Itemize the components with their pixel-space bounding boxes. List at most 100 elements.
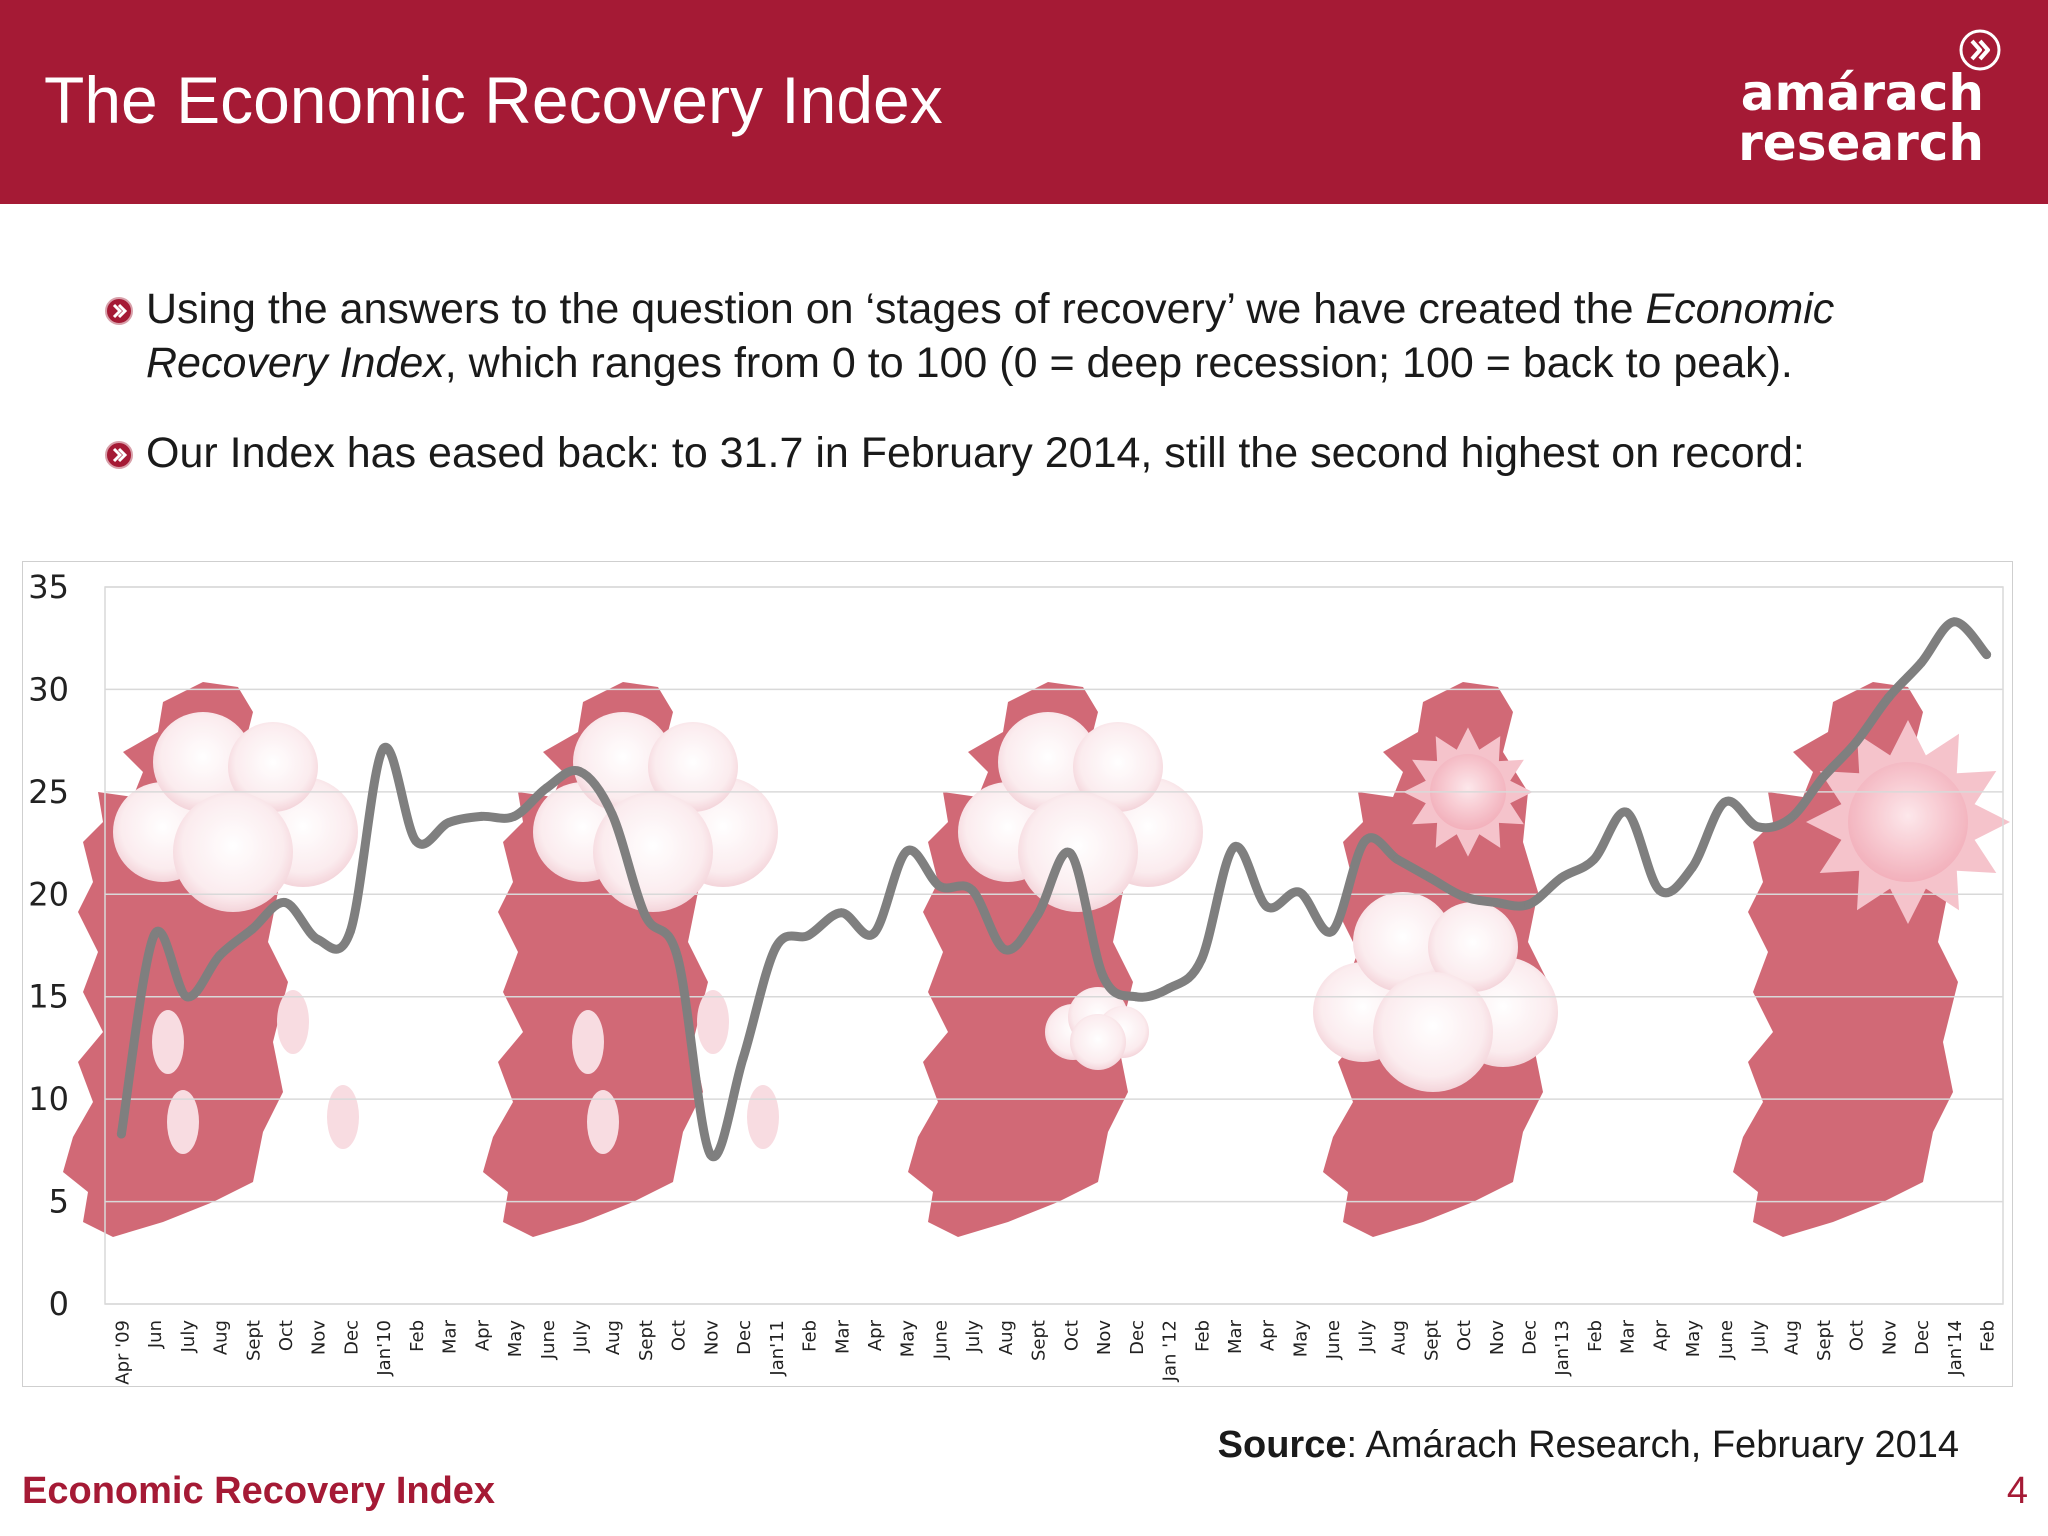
x-tick-label: Oct — [1061, 1320, 1082, 1351]
chart-gridlines — [104, 586, 2004, 1305]
data-point — [1229, 842, 1239, 852]
source-note: Source: Amárach Research, February 2014 — [1218, 1424, 1959, 1467]
x-tick-label: Oct — [1454, 1320, 1475, 1351]
data-point — [1098, 971, 1108, 981]
x-tick-label: July — [963, 1320, 984, 1354]
x-tick-label: May — [1290, 1320, 1311, 1358]
series-group — [116, 617, 1992, 1162]
data-point — [1262, 902, 1272, 912]
cloud-icon — [113, 712, 358, 912]
chart-area: 0 5 10 15 20 25 30 35 Apr '09 Jun July Aug Sept Oct N… — [22, 561, 2013, 1387]
x-tick-label: Oct — [276, 1320, 297, 1351]
bullet-point-index-definition: Using the answers to the question on ‘st… — [104, 282, 2004, 392]
data-point — [935, 881, 944, 891]
bullet-text-part: Our Index has eased back: to 31.7 in Feb… — [146, 429, 1805, 477]
x-tick-label: July — [1749, 1320, 1770, 1354]
x-tick-label: Sept — [1029, 1320, 1050, 1361]
x-tick-label: May — [505, 1320, 526, 1358]
x-tick-label: Jan'10 — [374, 1320, 395, 1377]
data-point — [1065, 848, 1075, 858]
series-line — [116, 617, 1992, 1162]
chevron-bullet-icon — [105, 297, 133, 325]
y-tick-label: 5 — [49, 1183, 69, 1221]
source-text: : Amárach Research, February 2014 — [1346, 1424, 1959, 1466]
data-point — [1294, 887, 1304, 897]
x-tick-label: Apr '09 — [112, 1320, 133, 1385]
data-point — [1393, 855, 1403, 864]
x-tick-label: Jan'13 — [1552, 1320, 1573, 1377]
cloud-icon — [1313, 892, 1558, 1092]
data-point — [967, 885, 977, 895]
data-point — [1360, 836, 1370, 846]
ireland-rain-cloud-icon — [63, 682, 359, 1237]
data-point — [1654, 885, 1664, 895]
x-tick-label: Feb — [1585, 1320, 1606, 1352]
data-point — [836, 908, 846, 918]
x-tick-label: Sept — [1814, 1320, 1835, 1361]
data-point — [1818, 773, 1828, 782]
data-point — [1622, 807, 1632, 817]
bullet-text: Our Index has eased back: to 31.7 in Feb… — [146, 426, 1996, 480]
x-tick-label: Dec — [1127, 1320, 1148, 1355]
x-tick-label: Sept — [636, 1320, 657, 1361]
bullet-text-part: Using the answers to the question on ‘st… — [146, 285, 1646, 333]
data-point — [215, 951, 224, 961]
x-tick-label: Mar — [1618, 1319, 1639, 1354]
x-tick-label: July — [571, 1320, 592, 1354]
bullet-text-part: , which ranges from 0 to 100 (0 = deep r… — [444, 339, 1793, 387]
x-tick-label: Apr — [1650, 1319, 1671, 1351]
x-tick-label: June — [1716, 1320, 1737, 1360]
y-tick-label: 10 — [28, 1080, 69, 1118]
x-tick-label: June — [930, 1320, 951, 1360]
x-tick-label: Oct — [669, 1320, 690, 1351]
data-point — [1164, 984, 1173, 993]
data-point — [1982, 650, 1992, 660]
data-point — [444, 818, 454, 828]
y-tick-label: 20 — [28, 875, 69, 913]
data-point — [1196, 955, 1206, 965]
x-tick-label: Dec — [1912, 1320, 1933, 1355]
y-tick-label: 15 — [28, 978, 69, 1016]
data-point — [1131, 992, 1141, 1002]
x-tick-label: Mar — [440, 1319, 461, 1354]
weather-map-background — [63, 682, 2010, 1237]
data-point — [1033, 910, 1043, 920]
data-point — [902, 846, 912, 856]
ireland-rain-cloud-icon — [483, 682, 779, 1237]
x-tick-label: Jan '12 — [1160, 1320, 1181, 1382]
ireland-sun-icon — [1733, 682, 2010, 1237]
x-tick-label: Jan'14 — [1945, 1320, 1966, 1377]
data-point — [247, 924, 257, 934]
x-tick-label: Dec — [341, 1320, 362, 1355]
x-tick-label: Feb — [407, 1320, 428, 1352]
x-tick-label: Nov — [1094, 1320, 1115, 1355]
bullet-text: Using the answers to the question on ‘st… — [146, 282, 1996, 390]
data-point — [509, 811, 519, 821]
data-point — [476, 811, 486, 821]
bullet-text-italic: Economic Recovery Index — [146, 285, 1835, 387]
data-point — [1687, 863, 1697, 873]
data-point — [1720, 797, 1730, 807]
header-bar: The Economic Recovery Index amárach rese… — [0, 0, 2048, 204]
data-point — [313, 934, 323, 944]
x-tick-label: July — [1356, 1320, 1377, 1354]
x-tick-label: Oct — [1847, 1320, 1868, 1351]
page-number: 4 — [2006, 1470, 2028, 1512]
raindrop-icon — [572, 990, 779, 1154]
data-point — [804, 930, 814, 940]
x-tick-label: Sept — [1421, 1320, 1442, 1361]
data-point — [1916, 658, 1926, 668]
x-tick-label: Jan'11 — [767, 1320, 788, 1377]
data-point — [116, 1129, 126, 1139]
data-point — [280, 898, 290, 907]
data-point — [542, 783, 552, 793]
chevron-circle-icon — [1959, 29, 2001, 71]
x-tick-label: Apr — [472, 1319, 493, 1351]
data-point — [1753, 822, 1763, 832]
x-tick-label: Aug — [1389, 1320, 1410, 1355]
x-axis-tick-labels: Apr '09 Jun July Aug Sept Oct Nov Dec Jan'10 Feb M… — [112, 1319, 1998, 1384]
y-tick-label: 0 — [49, 1285, 69, 1323]
ireland-cloud-icon — [908, 682, 1203, 1237]
x-tick-label: Nov — [309, 1320, 330, 1355]
data-point — [1785, 814, 1795, 823]
